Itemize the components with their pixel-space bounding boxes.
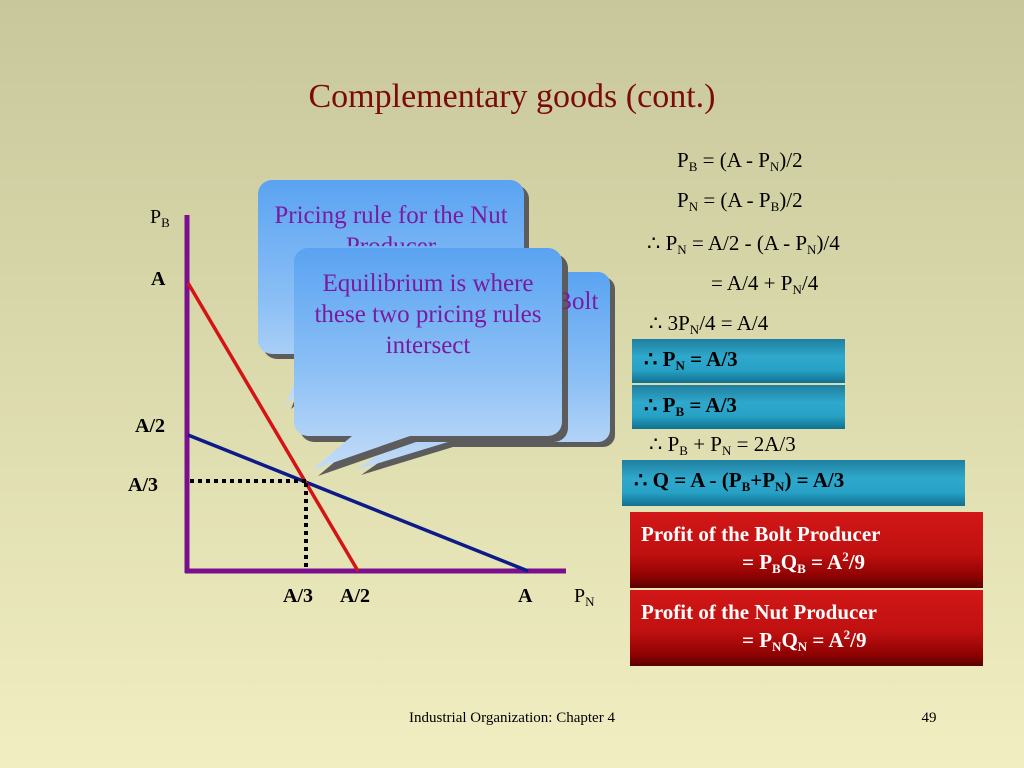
equation-bolt-rule: PB = (A - PN)/2 — [677, 148, 803, 174]
callout-bolt-text: Pricing rule for the Bolt Producer — [555, 288, 599, 315]
slide-title: Complementary goods (cont.) — [308, 78, 716, 115]
profit-nut-producer: Profit of the Nut Producer = PNQN = A2/9 — [630, 590, 983, 666]
equation-three-pn: ∴ 3PN/4 = A/4 — [649, 311, 769, 337]
equation-price-sum: ∴ PB + PN = 2A/3 — [649, 432, 796, 458]
x-tick-a-third: A/3 — [283, 585, 313, 607]
footer-chapter: Industrial Organization: Chapter 4 — [409, 710, 615, 726]
page-number: 49 — [921, 710, 937, 726]
equation-pn-result: ∴ PN = A/3 — [632, 339, 845, 383]
y-tick-a-half: A/2 — [135, 415, 165, 437]
x-tick-a: A — [518, 585, 533, 607]
callout-equilibrium-text: Equilibrium is where these two pricing r… — [314, 270, 542, 359]
equation-nut-rule: PN = (A - PB)/2 — [677, 188, 803, 214]
x-axis-label: PN — [574, 585, 595, 609]
y-tick-a-third: A/3 — [128, 474, 158, 496]
nut-pricing-rule-line — [187, 433, 529, 573]
x-tick-a-half: A/2 — [340, 585, 370, 607]
equation-substitution: ∴ PN = A/2 - (A - PN)/4 — [647, 231, 840, 257]
equation-quantity-result: ∴ Q = A - (PB+PN) = A/3 — [622, 460, 965, 506]
callout-bolt: Pricing rule for the Bolt Producer — [555, 272, 610, 442]
bolt-pricing-rule-line — [186, 282, 360, 572]
profit-nut-label: Profit of the Nut Producer — [641, 600, 878, 624]
equation-simplified: = A/4 + PN/4 — [711, 271, 819, 297]
y-axis-label: PB — [150, 206, 170, 230]
profit-nut-formula: = PNQN = A2/9 — [742, 627, 867, 654]
profit-bolt-formula: = PBQB = A2/9 — [742, 549, 866, 576]
y-tick-a: A — [151, 268, 166, 290]
equation-pb-result: ∴ PB = A/3 — [632, 385, 845, 429]
profit-bolt-producer: Profit of the Bolt Producer = PBQB = A2/… — [630, 512, 983, 588]
profit-bolt-label: Profit of the Bolt Producer — [641, 522, 881, 546]
callout-equilibrium-shape — [294, 248, 568, 476]
